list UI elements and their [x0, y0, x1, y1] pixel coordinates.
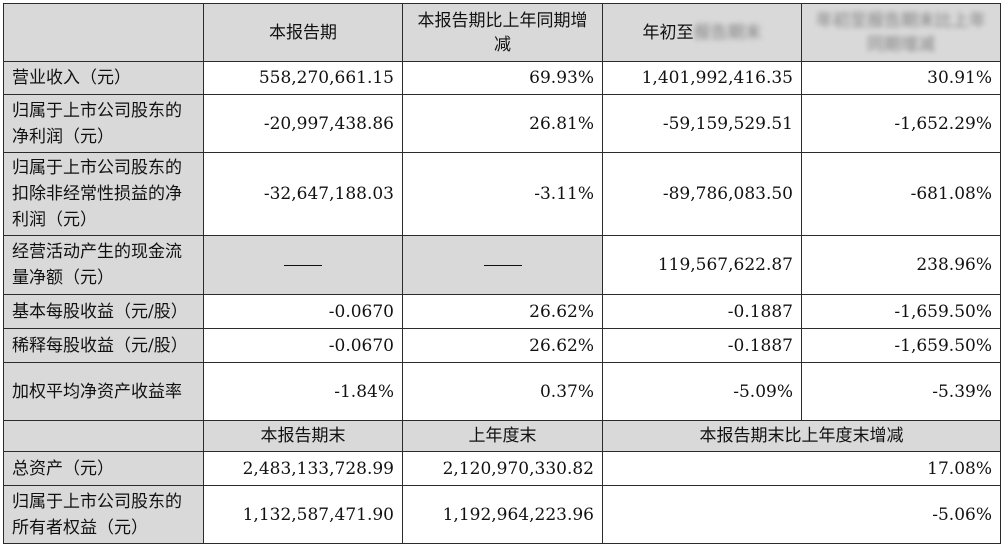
cell-value: -32,647,188.03: [203, 152, 403, 236]
cell-value: -0.1887: [602, 294, 802, 329]
cell-value: 2,483,133,728.99: [203, 451, 403, 486]
cell-value: 238.96%: [801, 235, 1001, 295]
cell-value: -5.06%: [602, 485, 1001, 544]
header2-prior-year-end: 上年度末: [402, 420, 603, 452]
row-label: 归属于上市公司股东的所有者权益（元）: [3, 485, 204, 544]
cell-value: -0.0670: [203, 294, 403, 329]
table-row: 基本每股收益（元/股） -0.0670 26.62% -0.1887 -1,65…: [3, 294, 1001, 329]
row-label: 总资产（元）: [3, 451, 204, 486]
table-row: 经营活动产生的现金流量净额（元） 119,567,622.87 238.96%: [3, 235, 1001, 295]
row-label: 营业收入（元）: [3, 61, 204, 95]
empty-dash-cell: [402, 235, 603, 295]
empty-dash-cell: [203, 235, 403, 295]
header-ytd-yoy-obscured: 年初至报告期末比上年同期增减: [816, 10, 986, 55]
dash-mark: [483, 265, 522, 266]
financial-data-table: 本报告期 本报告期比上年同期增减 年初至报告期末 年初至报告期末比上年同期增减 …: [3, 3, 1001, 544]
table-row: 归属于上市公司股东的扣除非经常性损益的净利润（元） -32,647,188.03…: [3, 152, 1001, 236]
cell-value: -1.84%: [203, 362, 403, 421]
cell-value: -681.08%: [801, 152, 1001, 236]
header-current-period: 本报告期: [203, 3, 403, 62]
cell-value: -89,786,083.50: [602, 152, 802, 236]
row-label: 归属于上市公司股东的扣除非经常性损益的净利润（元）: [3, 152, 204, 236]
cell-value: 26.62%: [402, 328, 603, 363]
header2-period-end: 本报告期末: [203, 420, 403, 452]
cell-value: -1,659.50%: [801, 294, 1001, 329]
cell-value: 558,270,661.15: [203, 61, 403, 95]
cell-value: -3.11%: [402, 152, 603, 236]
cell-value: 0.37%: [402, 362, 603, 421]
header2-empty-cell: [3, 420, 204, 452]
header2-change: 本报告期末比上年度末增减: [602, 420, 1001, 452]
row-label: 稀释每股收益（元/股）: [3, 328, 204, 363]
table-row: 加权平均净资产收益率 -1.84% 0.37% -5.09% -5.39%: [3, 362, 1001, 421]
header-ytd-obscured: 报告期末: [693, 22, 762, 43]
table-row: 总资产（元） 2,483,133,728.99 2,120,970,330.82…: [3, 451, 1001, 486]
cell-value: 1,401,992,416.35: [602, 61, 802, 95]
cell-value: -5.39%: [801, 362, 1001, 421]
cell-value: -5.09%: [602, 362, 802, 421]
cell-value: 1,192,964,223.96: [402, 485, 603, 544]
table-row: 归属于上市公司股东的净利润（元） -20,997,438.86 26.81% -…: [3, 94, 1001, 153]
row-label: 经营活动产生的现金流量净额（元）: [3, 235, 204, 295]
header-empty-cell: [3, 3, 204, 62]
cell-value: 26.81%: [402, 94, 603, 153]
header-ytd: 年初至报告期末: [602, 3, 802, 62]
table-row: 稀释每股收益（元/股） -0.0670 26.62% -0.1887 -1,65…: [3, 328, 1001, 363]
header-yoy-change: 本报告期比上年同期增减: [402, 3, 603, 62]
cell-value: 17.08%: [602, 451, 1001, 486]
cell-value: 2,120,970,330.82: [402, 451, 603, 486]
cell-value: -20,997,438.86: [203, 94, 403, 153]
header-row-2: 本报告期末 上年度末 本报告期末比上年度末增减: [3, 420, 1001, 452]
cell-value: -0.0670: [203, 328, 403, 363]
table-row: 归属于上市公司股东的所有者权益（元） 1,132,587,471.90 1,19…: [3, 485, 1001, 544]
header-row: 本报告期 本报告期比上年同期增减 年初至报告期末 年初至报告期末比上年同期增减: [3, 3, 1001, 62]
header-ytd-visible: 年初至: [642, 22, 694, 43]
row-label: 归属于上市公司股东的净利润（元）: [3, 94, 204, 153]
cell-value: 1,132,587,471.90: [203, 485, 403, 544]
row-label: 加权平均净资产收益率: [3, 362, 204, 421]
cell-value: -1,659.50%: [801, 328, 1001, 363]
cell-value: -1,652.29%: [801, 94, 1001, 153]
table-row: 营业收入（元） 558,270,661.15 69.93% 1,401,992,…: [3, 61, 1001, 95]
cell-value: 30.91%: [801, 61, 1001, 95]
row-label: 基本每股收益（元/股）: [3, 294, 204, 329]
header-ytd-yoy-change: 年初至报告期末比上年同期增减: [801, 3, 1001, 62]
cell-value: -0.1887: [602, 328, 802, 363]
cell-value: 26.62%: [402, 294, 603, 329]
dash-mark: [284, 265, 322, 266]
cell-value: 119,567,622.87: [602, 235, 802, 295]
cell-value: 69.93%: [402, 61, 603, 95]
cell-value: -59,159,529.51: [602, 94, 802, 153]
